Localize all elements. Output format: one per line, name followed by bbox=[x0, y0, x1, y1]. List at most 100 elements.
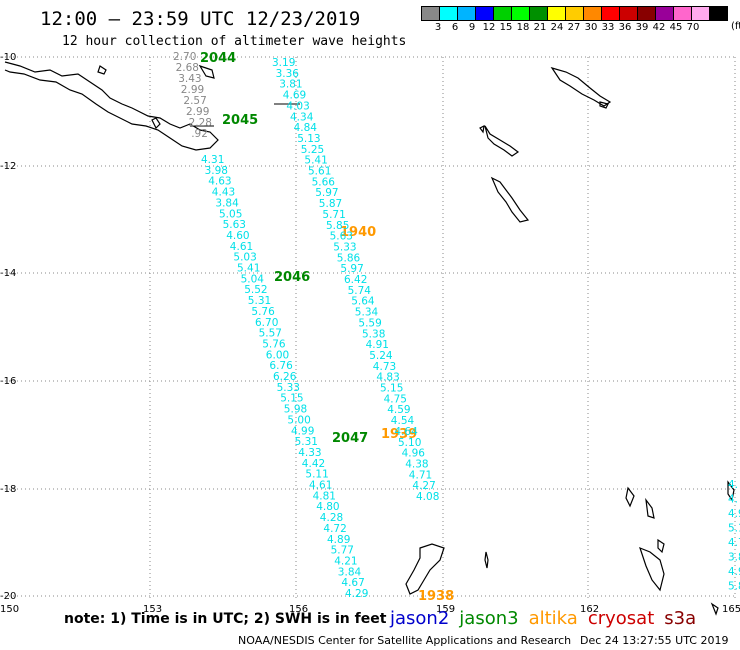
swh-value-jason3-b: 4.71 bbox=[409, 469, 432, 481]
ground-tracks bbox=[190, 103, 300, 127]
satellite-jason2: jason2 bbox=[390, 608, 450, 629]
swh-value-jason3-b: 4.64 bbox=[394, 426, 418, 438]
lon-label: 156 bbox=[289, 604, 308, 615]
swh-value-gray: .92 bbox=[191, 128, 208, 140]
satellite-cryosat: cryosat bbox=[587, 608, 655, 629]
swh-value-jason3-a: 4.80 bbox=[316, 501, 339, 513]
swh-value-jason3-a: 5.04 bbox=[241, 273, 265, 285]
swh-value-edge: 3.84 bbox=[728, 552, 740, 564]
coast-vanuatu-3 bbox=[639, 546, 665, 592]
coast-vanuatu-6 bbox=[710, 602, 719, 616]
swh-value-jason3-a: 5.76 bbox=[251, 306, 275, 318]
legend-label: 45 bbox=[669, 22, 683, 33]
swh-value-jason3-b: 4.69 bbox=[283, 90, 306, 102]
coast-vanuatu-1 bbox=[625, 486, 635, 508]
lat-label: -10 bbox=[0, 52, 16, 63]
legend-label: 30 bbox=[584, 22, 598, 33]
swh-value-jason3-b: 5.61 bbox=[308, 166, 331, 178]
satellite-altika: altika bbox=[528, 608, 578, 629]
swh-value-jason3-a: 5.76 bbox=[262, 338, 286, 350]
swh-value-jason3-a: 4.42 bbox=[302, 458, 325, 470]
pass-1938: 1938 bbox=[418, 589, 454, 604]
track-values: 2.702.683.432.992.572.992.28.924.313.984… bbox=[173, 51, 740, 600]
swh-value-gray: 3.43 bbox=[178, 73, 201, 85]
swh-value-jason3-a: 3.84 bbox=[215, 197, 239, 209]
swh-value-jason3-b: 5.41 bbox=[304, 155, 327, 167]
lat-label: -20 bbox=[0, 591, 16, 602]
legend-label: 3 bbox=[434, 22, 442, 33]
swh-value-jason3-a: 5.77 bbox=[331, 545, 354, 557]
swh-value-jason3-a: 4.21 bbox=[334, 555, 357, 567]
swh-value-jason3-b: 4.96 bbox=[402, 448, 426, 460]
swh-value-jason3-b: 5.59 bbox=[358, 317, 381, 329]
swh-value-edge: 4.92 bbox=[728, 566, 740, 578]
swh-value-jason3-a: 5.31 bbox=[248, 295, 271, 307]
swh-value-gray: 2.99 bbox=[181, 84, 204, 96]
swh-value-jason3-a: 3.84 bbox=[338, 566, 362, 578]
swh-value-jason3-a: 5.98 bbox=[284, 404, 307, 416]
coast-islet-6 bbox=[484, 551, 489, 569]
lon-label: 159 bbox=[436, 604, 455, 615]
swh-value-jason3-a: 4.33 bbox=[298, 447, 321, 459]
credit-text: NOAA/NESDIS Center for Satellite Applica… bbox=[238, 634, 572, 647]
swh-value-jason3-a: 5.63 bbox=[223, 219, 246, 231]
swh-value-jason3-a: 4.28 bbox=[320, 512, 343, 524]
swh-value-jason3-a: 4.43 bbox=[212, 187, 235, 199]
swh-value-jason3-b: 4.59 bbox=[387, 404, 410, 416]
swh-value-jason3-b: 5.97 bbox=[340, 263, 363, 275]
swh-value-jason3-a: 4.31 bbox=[201, 154, 224, 166]
swh-value-jason3-a: 6.26 bbox=[273, 371, 297, 383]
swh-value-jason3-a: 3.98 bbox=[205, 165, 228, 177]
swh-value-jason3-b: 4.54 bbox=[391, 415, 415, 427]
swh-value-jason3-a: 4.60 bbox=[226, 230, 249, 242]
swh-value-edge: 4.78 bbox=[728, 537, 740, 549]
legend-unit: (ft) bbox=[731, 21, 740, 32]
note-text: note: 1) Time is in UTC; 2) SWH is in fe… bbox=[64, 611, 387, 627]
swh-value-edge: 4. bbox=[728, 494, 738, 506]
swh-value-jason3-b: 3.19 bbox=[272, 57, 295, 69]
lon-label: 150 bbox=[0, 604, 19, 615]
swh-value-jason3-b: 4.73 bbox=[373, 361, 396, 373]
swh-value-jason3-b: 5.87 bbox=[319, 198, 342, 210]
swh-value-jason3-a: 5.57 bbox=[259, 328, 282, 340]
legend-label: 12 bbox=[482, 22, 496, 33]
coast-islet-1 bbox=[97, 65, 107, 75]
legend-label: 70 bbox=[686, 22, 700, 33]
swh-value-jason3-a: 4.67 bbox=[341, 577, 364, 589]
swh-value-gray: 2.57 bbox=[183, 95, 206, 107]
swh-value-jason3-b: 5.74 bbox=[348, 285, 372, 297]
coast-rennell bbox=[405, 543, 445, 595]
legend-label: 15 bbox=[499, 22, 513, 33]
legend-label: 6 bbox=[451, 22, 459, 33]
axis-labels: -10 -12 -14 -16 -18 -20 150 153 156 159 … bbox=[0, 52, 740, 615]
coast-vanuatu-4 bbox=[657, 538, 665, 554]
swh-value-edge: 4. bbox=[728, 479, 738, 491]
swh-value-jason3-a: 5.33 bbox=[277, 382, 300, 394]
swh-value-edge: 5.81 bbox=[728, 581, 740, 593]
pass-1939: 1939 bbox=[381, 427, 417, 442]
swh-value-jason3-a: 5.00 bbox=[287, 414, 310, 426]
legend-label: 39 bbox=[635, 22, 649, 33]
swh-value-jason3-b: 5.34 bbox=[355, 307, 379, 319]
swh-value-jason3-b: 3.81 bbox=[279, 79, 302, 91]
satellite-s3a: s3a bbox=[664, 608, 697, 629]
swh-value-gray: 2.28 bbox=[189, 117, 212, 129]
swh-value-jason3-b: 5.64 bbox=[351, 296, 375, 308]
swh-value-jason3-a: 4.61 bbox=[309, 480, 332, 492]
coast-islet-3 bbox=[198, 64, 215, 79]
swh-value-jason3-a: 4.63 bbox=[208, 176, 231, 188]
coast-islet-2 bbox=[151, 117, 161, 130]
swh-value-jason3-a: 5.31 bbox=[295, 436, 318, 448]
swh-value-jason3-a: 4.81 bbox=[313, 490, 336, 502]
swh-value-edge: 4.9 bbox=[728, 508, 740, 520]
swh-value-jason3-a: 4.61 bbox=[230, 241, 253, 253]
legend-label: 27 bbox=[567, 22, 581, 33]
swh-value-jason3-a: 5.52 bbox=[244, 284, 267, 296]
swh-value-jason3-b: 4.38 bbox=[405, 458, 428, 470]
lon-label: 165 bbox=[722, 604, 740, 615]
pass-2046: 2046 bbox=[274, 270, 310, 285]
coast-solomon-2 bbox=[490, 176, 530, 223]
swh-value-jason3-b: 5.97 bbox=[315, 187, 338, 199]
swh-value-jason3-a: 6.00 bbox=[266, 349, 289, 361]
